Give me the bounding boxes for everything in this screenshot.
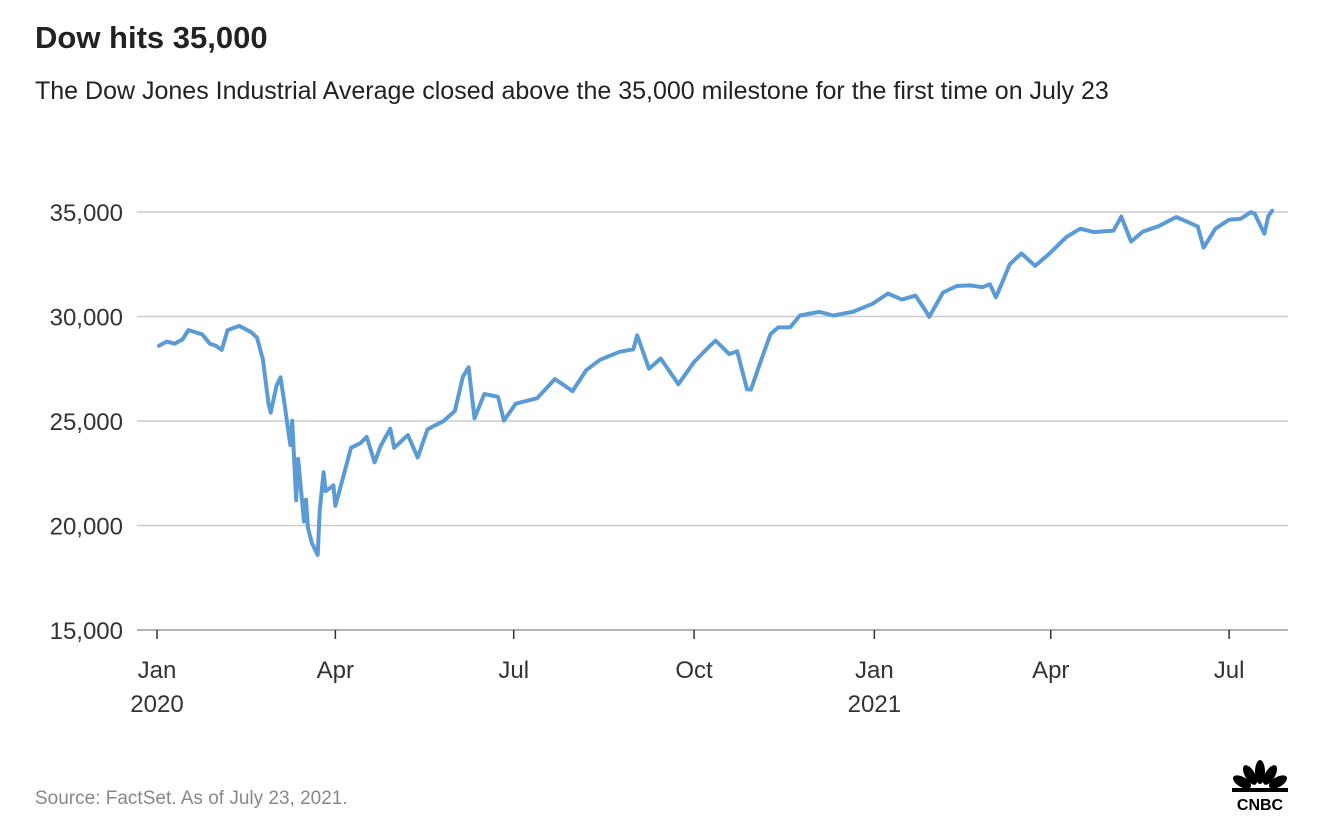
x-tick-label: Oct (675, 657, 713, 684)
x-tick-label: Jan (855, 657, 894, 684)
source-note: Source: FactSet. As of July 23, 2021. (35, 788, 348, 809)
x-tick-label: Apr (317, 657, 354, 684)
x-tick-label: Jul (498, 657, 529, 684)
y-tick-label: 20,000 (50, 514, 123, 541)
x-tick-label: Jan (138, 657, 177, 684)
dow-series-line (157, 208, 1275, 557)
line-chart: 15,000 20,000 25,000 30,000 35,000 Jan 2020 Apr… (50, 200, 1288, 718)
x-tick-label: Apr (1032, 657, 1069, 684)
y-tick-label: 25,000 (50, 409, 123, 436)
x-tick-label: Jul (1214, 657, 1245, 684)
chart-title: Dow hits 35,000 (35, 20, 268, 55)
y-tick-label: 30,000 (50, 305, 123, 332)
cnbc-logo: CNBC (1232, 760, 1288, 814)
y-tick-label: 35,000 (50, 200, 123, 227)
x-tick-year-label: 2021 (848, 691, 901, 718)
svg-text:CNBC: CNBC (1237, 797, 1284, 814)
x-tick-year-label: 2020 (130, 691, 183, 718)
chart-subtitle: The Dow Jones Industrial Average closed … (35, 77, 1109, 105)
y-tick-label: 15,000 (50, 618, 123, 645)
